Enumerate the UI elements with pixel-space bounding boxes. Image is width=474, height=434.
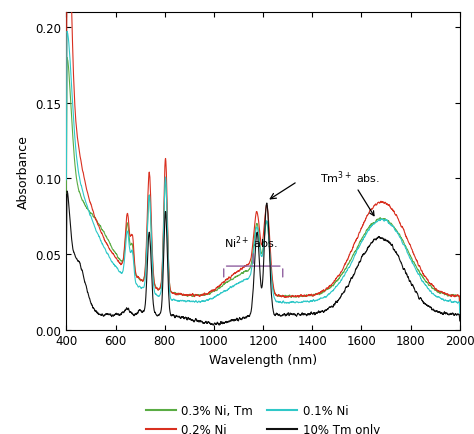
Y-axis label: Absorbance: Absorbance [17,135,30,208]
X-axis label: Wavelength (nm): Wavelength (nm) [209,353,317,366]
Text: Tm$^{3+}$ abs.: Tm$^{3+}$ abs. [319,169,380,216]
Text: Ni$^{2+}$ abs.: Ni$^{2+}$ abs. [224,233,278,250]
Legend: 0.3% Ni, Tm, 0.2% Ni, 0.1% Ni, 10% Tm only: 0.3% Ni, Tm, 0.2% Ni, 0.1% Ni, 10% Tm on… [141,399,385,434]
